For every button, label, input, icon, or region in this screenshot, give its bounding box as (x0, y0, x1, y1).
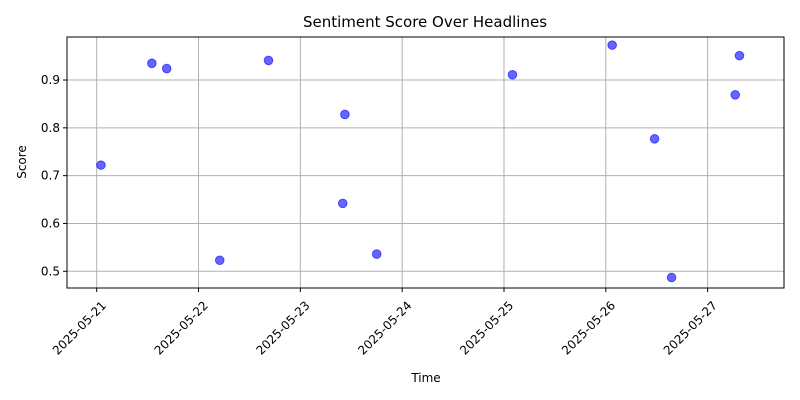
scatter-point (161, 63, 172, 74)
y-tick-label: 0.6 (41, 216, 60, 230)
scatter-point (96, 160, 106, 170)
x-tick-label: 2025-05-24 (355, 298, 414, 357)
x-tick-label: 2025-05-22 (152, 298, 211, 357)
chart-title: Sentiment Score Over Headlines (303, 13, 547, 31)
scatter-point (507, 69, 518, 80)
scatter-point (730, 90, 741, 100)
scatter-point (263, 55, 274, 66)
x-tick-label: 2025-05-23 (253, 298, 312, 357)
scatter-point (666, 272, 677, 283)
plot-area-frame (66, 36, 785, 289)
scatter-point (649, 134, 660, 144)
y-tick-label: 0.8 (41, 121, 60, 135)
x-axis-ticks: 2025-05-21 2025-05-22 2025-05-23 2025-05-24… (50, 288, 720, 358)
scatter-point (147, 58, 157, 69)
y-tick-label: 0.5 (41, 264, 60, 278)
x-tick-label: 2025-05-21 (50, 298, 109, 357)
data-points (96, 40, 745, 283)
y-axis-ticks: 0.5 0.6 0.7 0.8 0.9 (41, 73, 67, 278)
x-tick-label: 2025-05-27 (661, 298, 720, 357)
y-tick-label: 0.9 (41, 73, 60, 87)
y-axis-label: Score (15, 145, 29, 179)
scatter-point (734, 50, 745, 61)
scatter-point (340, 109, 350, 120)
grid (67, 37, 784, 288)
scatter-point (371, 249, 382, 259)
y-tick-label: 0.7 (41, 169, 60, 183)
scatter-point (214, 255, 225, 266)
x-tick-label: 2025-05-25 (457, 298, 516, 357)
x-axis-label: Time (410, 371, 440, 385)
x-tick-label: 2025-05-26 (559, 298, 618, 357)
scatter-point (337, 198, 348, 209)
scatter-point (607, 40, 617, 50)
